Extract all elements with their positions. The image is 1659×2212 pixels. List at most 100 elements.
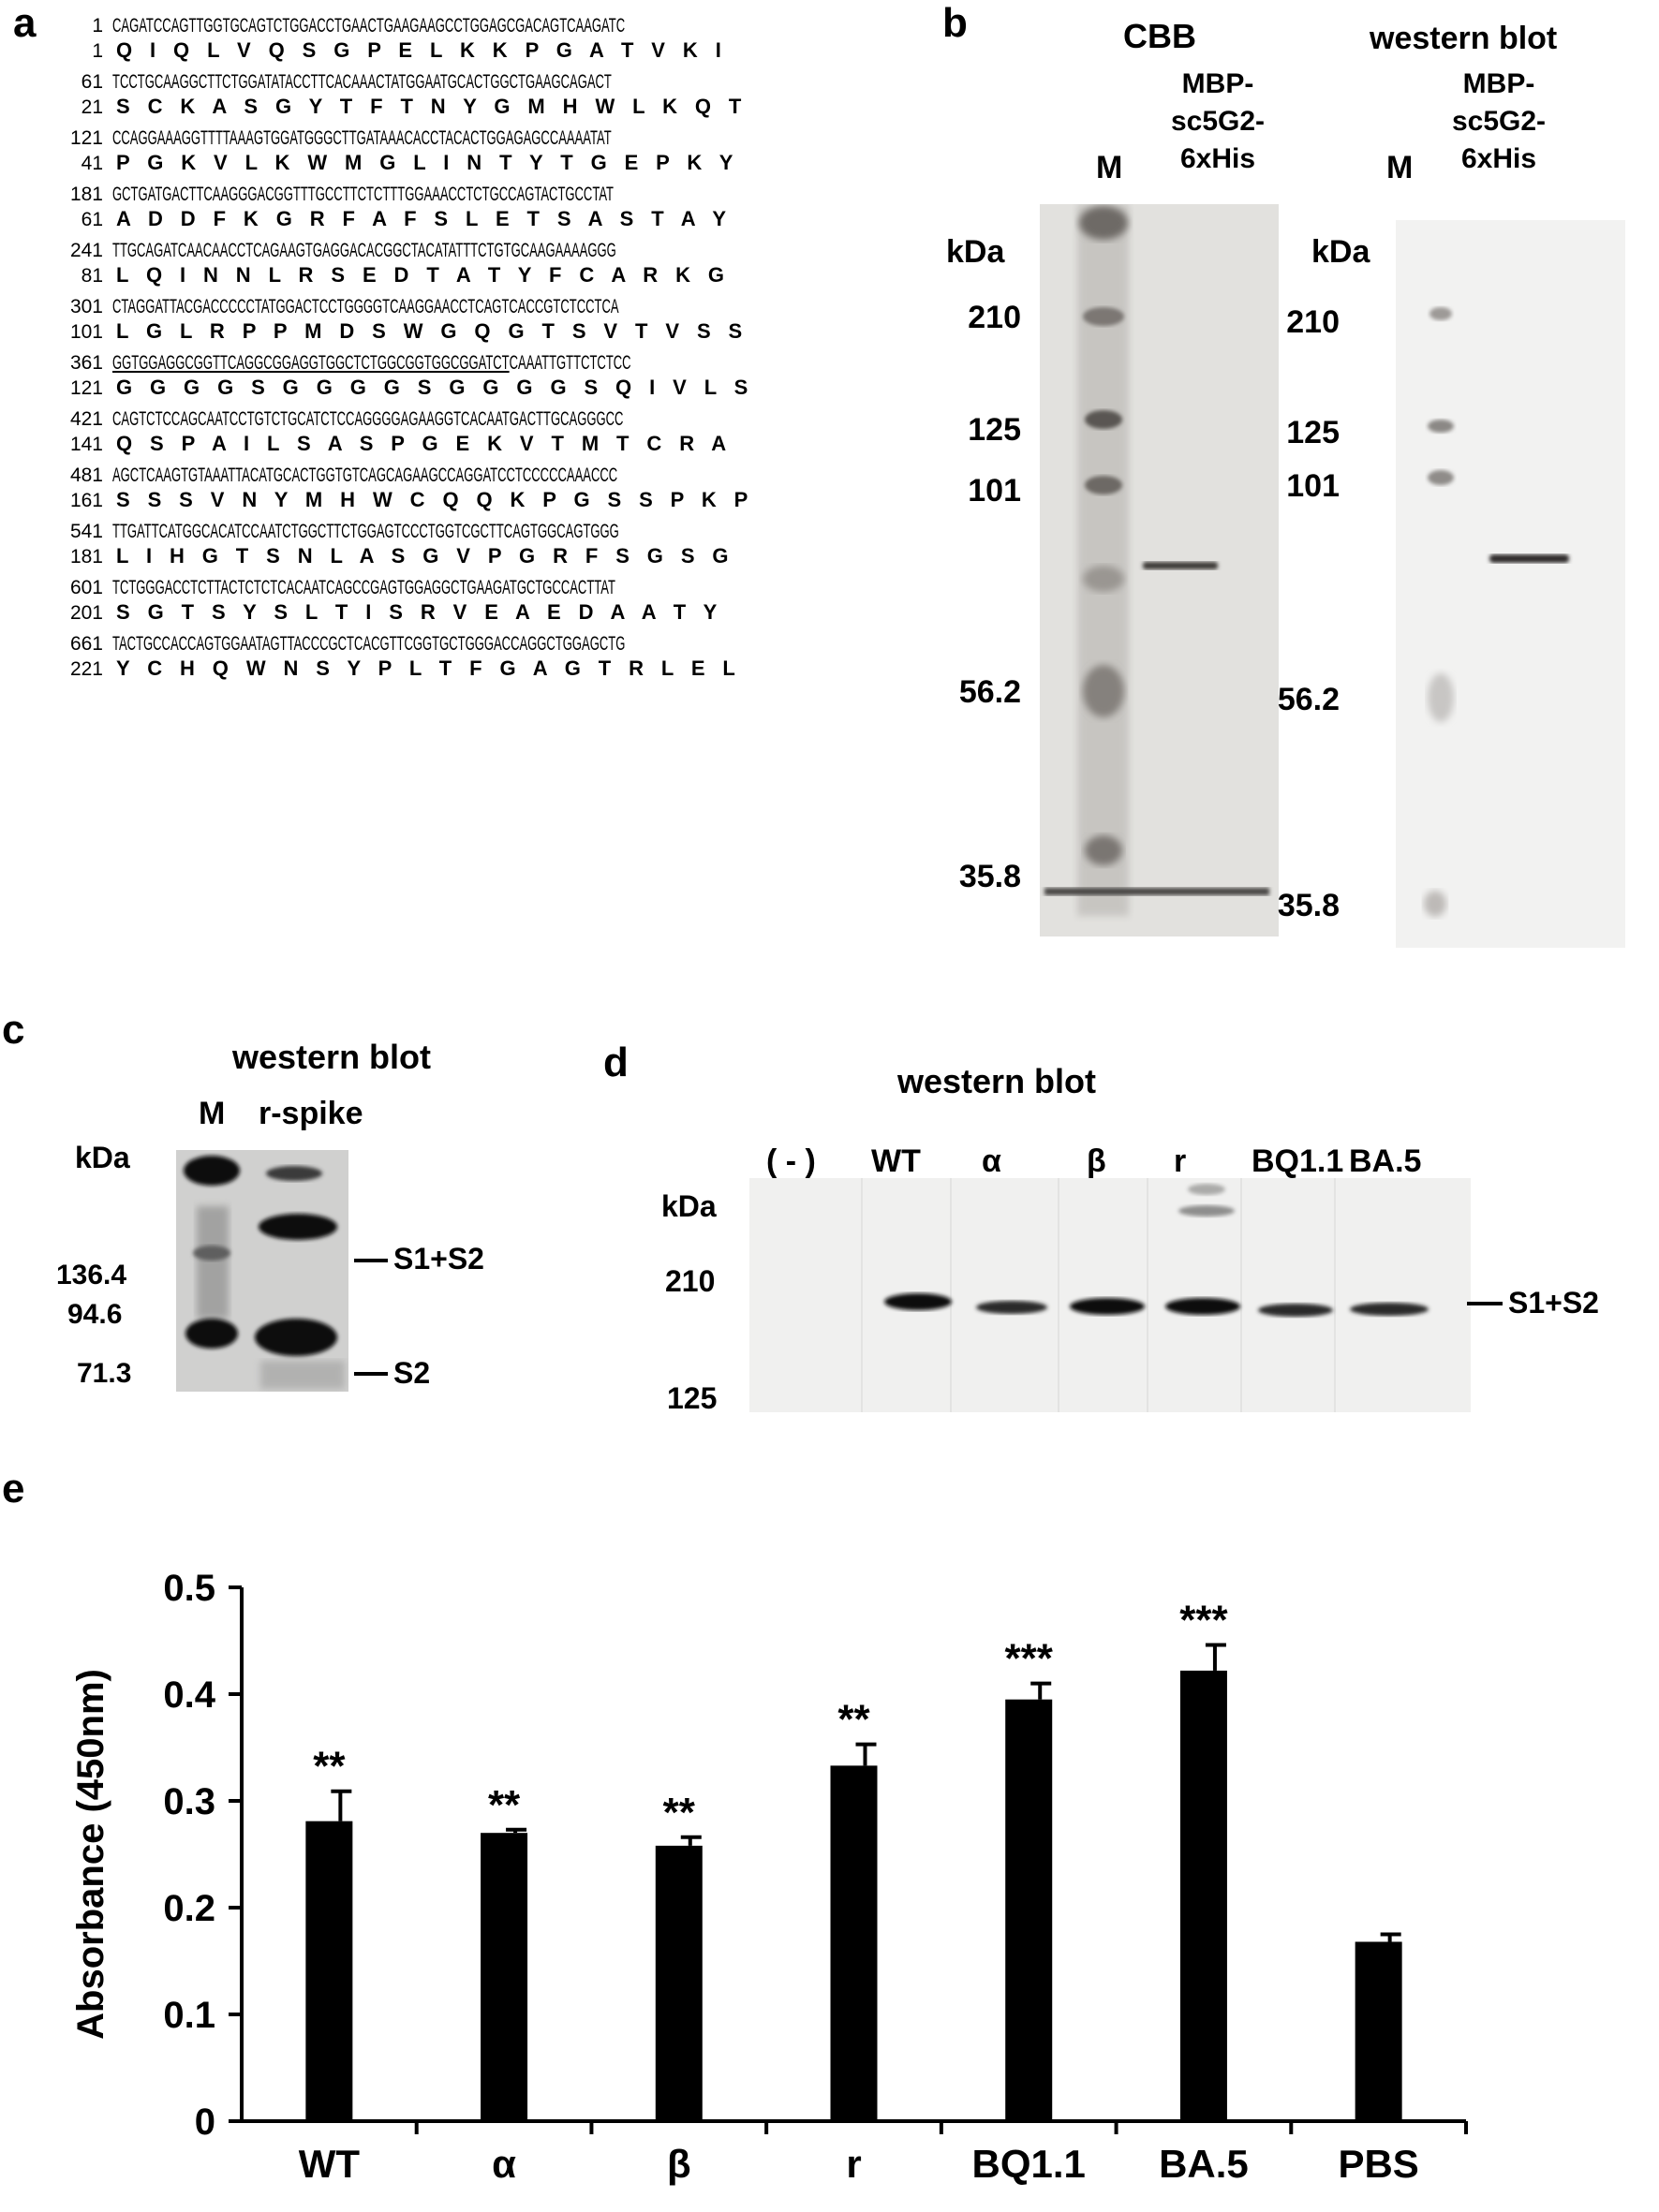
nucleotide-position: 541 (69, 521, 103, 542)
amino-acid-row: 161 S S S V N Y M H W C Q Q K P G S S P K… (0, 488, 754, 512)
x-tick-label: β (667, 2142, 691, 2186)
panel-d-marker-label: 125 (667, 1381, 718, 1415)
x-tick-label: BQ1.1 (972, 2142, 1086, 2186)
panel-c-blot-image (176, 1150, 348, 1392)
amino-acid-position: 101 (69, 321, 103, 343)
nucleotide-row: 181 GCTGATGACTTCAAGGGACGGTTTGCCTTCTCTTTGG… (0, 184, 921, 206)
amino-acid-row: 21 S C K A S G Y T F T N Y G M H W L K Q … (0, 95, 748, 119)
nucleotide-sequence: CAGATCCAGTTGGTGCAGTCTGGACCTGAACTGAAGAAGC… (112, 15, 626, 37)
bar (481, 1833, 528, 2121)
panel-c-band-s1s2: S1+S2 (393, 1242, 484, 1276)
amino-acid-position: 141 (69, 434, 103, 455)
amino-acid-sequence: Q S P A I L S A S P G E K V T M T C R A (116, 432, 733, 455)
panel-c-letter: c (2, 1007, 25, 1053)
lane-sample-line: MBP- (1462, 68, 1535, 99)
panel-c-marker-label: 94.6 (67, 1299, 123, 1330)
cbb-marker-label: 125 (968, 412, 1021, 448)
cbb-kda-label: kDa (946, 234, 1005, 270)
amino-acid-sequence: L Q I N N L R S E D T A T Y F C A R K G (116, 263, 731, 287)
amino-acid-position: 201 (69, 602, 103, 624)
x-tick-label: α (492, 2142, 516, 2186)
y-axis-title: Absorbance (450nm) (70, 1669, 111, 2040)
amino-acid-sequence: A D D F K G R F A F S L E T S A S T A Y (116, 207, 733, 230)
amino-acid-position: 161 (69, 490, 103, 511)
nucleotide-position: 181 (69, 184, 103, 205)
amino-acid-position: 21 (81, 96, 103, 118)
nucleotide-position: 121 (69, 127, 103, 149)
amino-acid-position: 181 (69, 546, 103, 568)
amino-acid-sequence: S G T S Y S L T I S R V E A E D A A T Y (116, 600, 723, 624)
panel-e-letter: e (2, 1466, 25, 1512)
nucleotide-row: 241 TTGCAGATCAACAACCTCAGAAGTGAGGACACGGCTA… (0, 240, 925, 262)
panel-d-lane-label: α (982, 1143, 1001, 1179)
wb-b-marker-label: 125 (1286, 415, 1340, 450)
cbb-marker-label: 35.8 (958, 859, 1021, 894)
bar (305, 1821, 353, 2121)
nucleotide-sequence: CAGTCTCCAGCAATCCTGTCTGCATCTCCAGGGGAGAAGG… (112, 408, 624, 430)
wb-b-marker-label: 210 (1286, 304, 1340, 340)
nucleotide-row: 301 CTAGGATTACGACCCCCTATGGACTCCTGGGGTCAAG… (0, 296, 929, 318)
amino-acid-sequence: S C K A S G Y T F T N Y G M H W L K Q T (116, 95, 748, 118)
lane-sample-line: MBP- (1181, 68, 1254, 99)
nucleotide-sequence: TTGCAGATCAACAACCTCAGAAGTGAGGACACGGCTACAT… (112, 240, 616, 261)
wb-b-kda-label: kDa (1311, 234, 1370, 270)
panel-c-marker-label: 71.3 (77, 1358, 132, 1389)
panel-d-lane-label: WT (871, 1143, 921, 1179)
panel-d-kda-label: kDa (661, 1189, 717, 1223)
significance-label: *** (1179, 1598, 1228, 1644)
lane-sample-line: sc5G2- (1170, 106, 1266, 137)
y-tick-label: 0.3 (163, 1781, 215, 1822)
amino-acid-row: 121 G G G G S G G G G S G G G G S Q I V L… (0, 376, 754, 400)
amino-acid-position: 41 (81, 153, 103, 174)
nucleotide-row: 481 AGCTCAAGTGTAAATTACATGCACTGGTGTCAGCAGA… (0, 465, 927, 487)
sequence-panel: 1 CAGATCCAGTTGGTGCAGTCTGGACCTGAACTGAAGAAG… (0, 0, 909, 993)
nucleotide-position: 301 (69, 296, 103, 317)
lane-sample-line: 6xHis (1460, 143, 1537, 174)
panel-d-lane-label: β (1087, 1143, 1106, 1179)
x-tick-label: r (846, 2142, 861, 2186)
amino-acid-sequence: G G G G S G G G G S G G G G S Q I V L S (116, 376, 754, 399)
panel-d-title: western blot (897, 1062, 1097, 1100)
amino-acid-row: 201 S G T S Y S L T I S R V E A E D A A T… (0, 600, 723, 625)
bar (1005, 1699, 1053, 2121)
panel-a-letter: a (13, 0, 37, 46)
nucleotide-sequence: GGTGGAGGCGGTTCAGGCGGAGGTGGCTCTGGCGGTGGCG… (112, 352, 631, 375)
amino-acid-sequence: P G K V L K W M G L I N T Y T G E P K Y (116, 151, 739, 174)
y-tick-label: 0.1 (163, 1995, 215, 2036)
nucleotide-position: 481 (69, 465, 103, 486)
nucleotide-sequence: CCAGGAAAGGTTTTAAAGTGGATGGGCTTGATAAACACCT… (112, 127, 612, 149)
x-tick-label: WT (299, 2142, 361, 2186)
nucleotide-sequence: TTGATTCATGGCACATCCAATCTGGCTTCTGGAGTCCCTG… (112, 521, 619, 542)
nucleotide-sequence: AGCTCAAGTGTAAATTACATGCACTGGTGTCAGCAGAAGC… (112, 465, 618, 486)
wb-b-lane-m: M (1386, 150, 1414, 185)
wb-b-marker-label: 35.8 (1277, 888, 1340, 923)
amino-acid-position: 1 (92, 40, 103, 62)
panel-d-marker-label: 210 (665, 1264, 716, 1298)
cbb-marker-label: 210 (968, 300, 1021, 335)
panel-d-lane-label: BA.5 (1349, 1143, 1422, 1179)
nucleotide-row: 1 CAGATCCAGTTGGTGCAGTCTGGACCTGAACTGAAGAAG… (0, 15, 939, 37)
wb-b-lane-sample: MBP- sc5G2- 6xHis (1443, 66, 1555, 178)
x-tick-label: PBS (1338, 2142, 1418, 2186)
panel-d-lane-label: r (1174, 1143, 1187, 1179)
linker-sequence-underlined: GGTGGAGGCGGTTCAGGCGGAGGTGGCTCTGGCGGTGGCG… (112, 352, 510, 374)
nucleotide-sequence: TACTGCCACCAGTGGAATAGTTACCCGCTCACGTTCGGTG… (112, 633, 626, 655)
amino-acid-sequence: L I H G T S N L A S G V P G R F S G S G (116, 544, 734, 568)
wb-b-marker-label: 101 (1286, 468, 1340, 504)
amino-acid-position: 81 (81, 265, 103, 287)
nucleotide-row: 421 CAGTCTCCAGCAATCCTGTCTGCATCTCCAGGGGAGA… (0, 408, 937, 431)
nucleotide-row: 121 CCAGGAAAGGTTTTAAAGTGGATGGGCTTGATAAACA… (0, 127, 917, 150)
nucleotide-sequence: GCTGATGACTTCAAGGGACGGTTTGCCTTCTCTTTGGAAA… (112, 184, 615, 205)
nucleotide-row: 601 TCTGGGACCTCTTACTCTCTCACAATCAGCCGAGTGG… (0, 577, 924, 599)
amino-acid-position: 221 (69, 658, 103, 680)
amino-acid-sequence: Y C H Q W N S Y P L T F G A G T R L E L (116, 656, 742, 680)
nucleotide-sequence: TCTGGGACCTCTTACTCTCTCACAATCAGCCGAGTGGAGG… (112, 577, 615, 598)
panel-c-band-s2: S2 (393, 1356, 431, 1390)
y-tick-label: 0.4 (163, 1674, 215, 1716)
nucleotide-row: 541 TTGATTCATGGCACATCCAATCTGGCTTCTGGAGTCC… (0, 521, 929, 543)
bar (830, 1765, 878, 2121)
nucleotide-position: 421 (69, 408, 103, 430)
nucleotide-row: 61 TCCTGCAAGGCTTCTGGATATACCTTCACAAACTATGG… (0, 71, 917, 94)
bar (655, 1845, 703, 2121)
nucleotide-position: 241 (69, 240, 103, 261)
